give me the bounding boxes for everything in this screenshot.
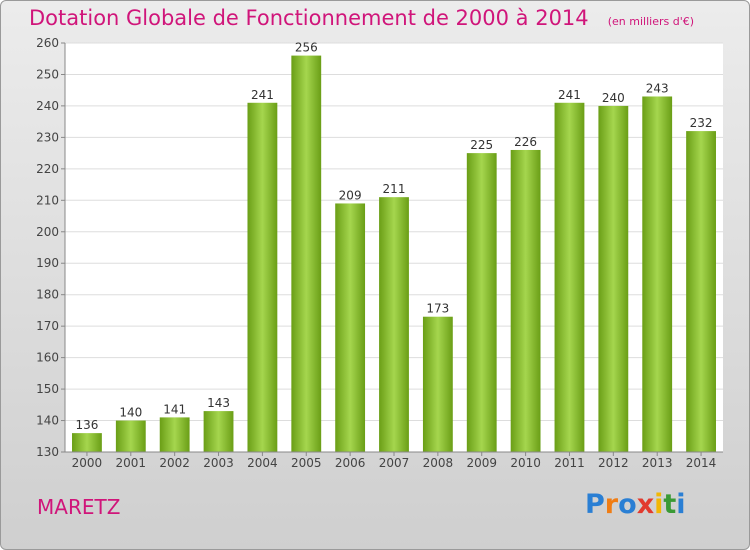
- x-tick-label: 2014: [686, 456, 717, 470]
- data-label-2006: 209: [339, 188, 362, 202]
- logo-letter: i: [676, 489, 686, 520]
- data-label-2010: 226: [514, 135, 537, 149]
- data-label-2011: 241: [558, 88, 581, 102]
- logo-letter: P: [585, 489, 605, 520]
- x-tick-label: 2004: [247, 456, 278, 470]
- y-tick-label: 180: [36, 288, 59, 302]
- y-tick-label: 130: [36, 445, 59, 459]
- data-label-2001: 140: [119, 406, 142, 420]
- y-tick-label: 240: [36, 99, 59, 113]
- data-label-2000: 136: [75, 418, 98, 432]
- x-tick-label: 2000: [72, 456, 103, 470]
- y-tick-label: 150: [36, 382, 59, 396]
- bar-2012: [598, 105, 629, 452]
- x-tick-label: 2007: [379, 456, 410, 470]
- bar-2005: [291, 55, 322, 452]
- data-label-2004: 241: [251, 88, 274, 102]
- chart-title: Dotation Globale de Fonctionnement de 20…: [29, 6, 589, 30]
- x-tick-label: 2002: [159, 456, 190, 470]
- bar-2007: [379, 197, 409, 452]
- data-label-2013: 243: [646, 81, 669, 95]
- x-tick-label: 2012: [598, 456, 629, 470]
- bar-2004: [247, 102, 278, 453]
- bar-2009: [466, 153, 497, 452]
- bar-2003: [203, 411, 234, 452]
- logo-letter: r: [604, 489, 619, 520]
- y-tick-label: 200: [36, 225, 59, 239]
- bar-2000: [72, 433, 102, 452]
- y-tick-label: 170: [36, 319, 59, 333]
- y-tick-label: 210: [36, 193, 59, 207]
- logo-letter: i: [654, 489, 664, 520]
- chart-unit: (en milliers d'€): [607, 15, 695, 28]
- y-tick-label: 220: [36, 162, 59, 176]
- y-tick-label: 250: [36, 67, 59, 81]
- y-tick-label: 260: [36, 36, 59, 50]
- bar-2001: [115, 420, 146, 452]
- x-tick-label: 2003: [203, 456, 234, 470]
- data-label-2009: 225: [470, 138, 493, 152]
- x-tick-label: 2008: [423, 456, 454, 470]
- data-label-2003: 143: [207, 396, 230, 410]
- x-tick-label: 2006: [335, 456, 366, 470]
- bar-2013: [642, 96, 673, 452]
- commune-name: MARETZ: [37, 495, 121, 519]
- bar-2011: [554, 102, 585, 453]
- data-label-2007: 211: [383, 182, 406, 196]
- proxiti-logo: Proxiti: [585, 489, 686, 520]
- x-tick-label: 2001: [116, 456, 147, 470]
- data-label-2014: 232: [690, 116, 713, 130]
- x-tick-label: 2005: [291, 456, 322, 470]
- data-label-2005: 256: [295, 41, 318, 55]
- y-tick-label: 230: [36, 130, 59, 144]
- logo-letter: o: [618, 489, 637, 520]
- bar-2010: [510, 149, 541, 452]
- x-tick-label: 2010: [510, 456, 541, 470]
- y-tick-label: 190: [36, 256, 59, 270]
- logo-letter: t: [663, 489, 677, 520]
- data-label-2002: 141: [163, 402, 186, 416]
- logo-letter: x: [636, 489, 655, 520]
- chart-header: Dotation Globale de Fonctionnement de 20…: [29, 6, 694, 30]
- data-label-2012: 240: [602, 91, 625, 105]
- data-labels: 136 140 141 143 241 256 209 211 173 225 226 241 240 2…: [75, 41, 712, 433]
- y-tick-label: 140: [36, 414, 59, 428]
- bar-2006: [335, 203, 366, 452]
- bar-2014: [686, 131, 716, 453]
- bar-2008: [422, 316, 453, 452]
- bar-2002: [159, 417, 190, 452]
- x-tick-label: 2009: [466, 456, 497, 470]
- y-tick-label: 160: [36, 351, 59, 365]
- bars: [72, 55, 716, 453]
- data-label-2008: 173: [426, 302, 449, 316]
- x-tick-label: 2013: [642, 456, 673, 470]
- x-tick-label: 2011: [554, 456, 585, 470]
- axes: 130 140 150 160 170 180 190 200 210 220 230 240 250 2…: [36, 36, 723, 470]
